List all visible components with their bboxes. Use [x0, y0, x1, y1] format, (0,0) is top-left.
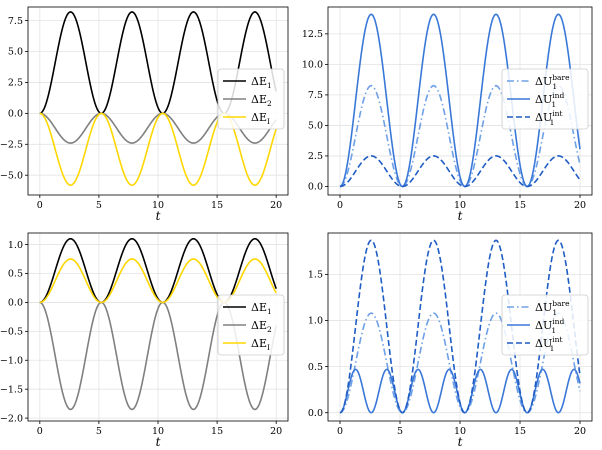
legend-label: ΔUind 1 [535, 91, 564, 109]
y-tick-label: 1.5 [308, 270, 323, 281]
legend-label: ΔE2 [251, 93, 272, 108]
x-tick-label: 5 [397, 200, 403, 211]
legend-label: ΔUind 1 [535, 317, 564, 335]
y-tick-label: 1.0 [308, 316, 323, 327]
panel-bottom-left: 0 5 10 15 20 −2.0 −1.5 −1.0 −0.5 0.0 0.5 1.0 t ΔE1 ΔE2… [0, 232, 289, 449]
series-line-1-2 [339, 155, 581, 188]
legend-label: ΔEI [251, 337, 270, 352]
y-tick-label: 0.0 [8, 298, 23, 309]
y-tick-label: 0.0 [308, 182, 323, 193]
y-tick-label: 0.0 [8, 109, 23, 120]
y-tick-label: 7.5 [8, 16, 23, 27]
y-tick-label: 10.0 [302, 60, 323, 71]
x-tick-label: 0 [37, 426, 43, 437]
x-tick-label: 0 [37, 200, 43, 211]
x-axis-label: t [458, 435, 463, 449]
x-tick-label: 10 [152, 200, 164, 211]
legend: ΔE1 ΔE2 ΔEI [217, 68, 285, 130]
legend-label: ΔUint 1 [535, 335, 562, 353]
x-tick-label: 5 [397, 426, 403, 437]
y-tick-label: −2.5 [0, 139, 23, 150]
legend-box [501, 68, 589, 130]
legend-box [217, 294, 285, 356]
y-tick-label: −5.0 [0, 170, 23, 181]
y-tick-label: 0.0 [308, 408, 323, 419]
legend-label: ΔE1 [251, 301, 272, 316]
x-tick-label: 20 [270, 426, 282, 437]
y-tick-label: 0.5 [308, 362, 323, 373]
x-tick-label: 10 [454, 426, 466, 437]
legend-label: ΔUint 1 [535, 109, 562, 127]
panel-top-left: 0 5 10 15 20 −5.0 −2.5 0.0 2.5 5.0 7.5 t ΔE1 ΔE2 ΔEI [0, 6, 289, 223]
x-tick-label: 20 [270, 200, 282, 211]
legend-label: ΔE2 [251, 319, 272, 334]
y-tick-label: 7.5 [308, 90, 323, 101]
x-tick-label: 20 [574, 426, 586, 437]
series-line-1-0 [339, 84, 581, 188]
legend-label: ΔE1 [251, 75, 272, 90]
y-tick-label: 2.5 [8, 78, 23, 89]
x-tick-label: 0 [337, 200, 343, 211]
y-tick-label: 5.0 [8, 47, 23, 58]
legend-box [501, 294, 589, 356]
y-tick-label: −1.0 [0, 355, 23, 366]
legend: ΔE1 ΔE2 ΔEI [217, 294, 285, 356]
legend-label: ΔUbare 1 [535, 73, 570, 91]
y-tick-label: 1.0 [8, 240, 23, 251]
x-tick-label: 5 [96, 426, 102, 437]
x-axis-label: t [156, 209, 161, 223]
legend-box [217, 68, 285, 130]
series-line-0-2 [39, 112, 277, 186]
legend-label: ΔUbare 1 [535, 299, 570, 317]
x-tick-label: 15 [211, 426, 223, 437]
x-tick-label: 10 [152, 426, 164, 437]
y-tick-label: 2.5 [308, 151, 323, 162]
x-tick-label: 15 [514, 200, 526, 211]
y-tick-label: 0.5 [8, 269, 23, 280]
x-tick-label: 5 [96, 200, 102, 211]
y-tick-label: −1.5 [0, 384, 23, 395]
y-tick-label: 12.5 [302, 29, 323, 40]
series-line-3-0 [339, 312, 581, 414]
y-tick-label: −0.5 [0, 327, 23, 338]
x-axis-label: t [458, 209, 463, 223]
series-line-2-2 [39, 258, 277, 304]
x-tick-label: 10 [454, 200, 466, 211]
y-tick-label: 5.0 [308, 121, 323, 132]
x-axis-label: t [156, 435, 161, 449]
x-tick-label: 20 [574, 200, 586, 211]
x-tick-label: 0 [337, 426, 343, 437]
legend-label: ΔEI [251, 111, 270, 126]
y-tick-label: −2.0 [0, 413, 23, 424]
x-tick-label: 15 [514, 426, 526, 437]
x-tick-label: 15 [211, 200, 223, 211]
